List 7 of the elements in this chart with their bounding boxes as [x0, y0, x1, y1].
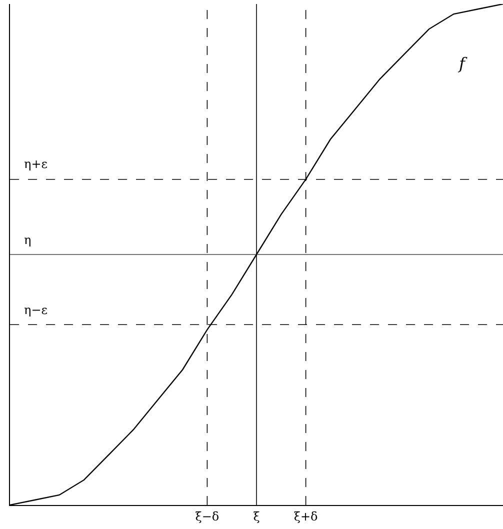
x-tick-label: ξ+δ — [294, 509, 318, 524]
ref-line-label: η — [24, 233, 32, 247]
ref-line-label: η−ε — [24, 303, 48, 317]
text: f — [458, 54, 468, 73]
x-tick-label: ξ−δ — [195, 509, 220, 524]
ref-line-label: η+ε — [24, 157, 48, 171]
x-tick-label: ξ — [253, 509, 260, 524]
